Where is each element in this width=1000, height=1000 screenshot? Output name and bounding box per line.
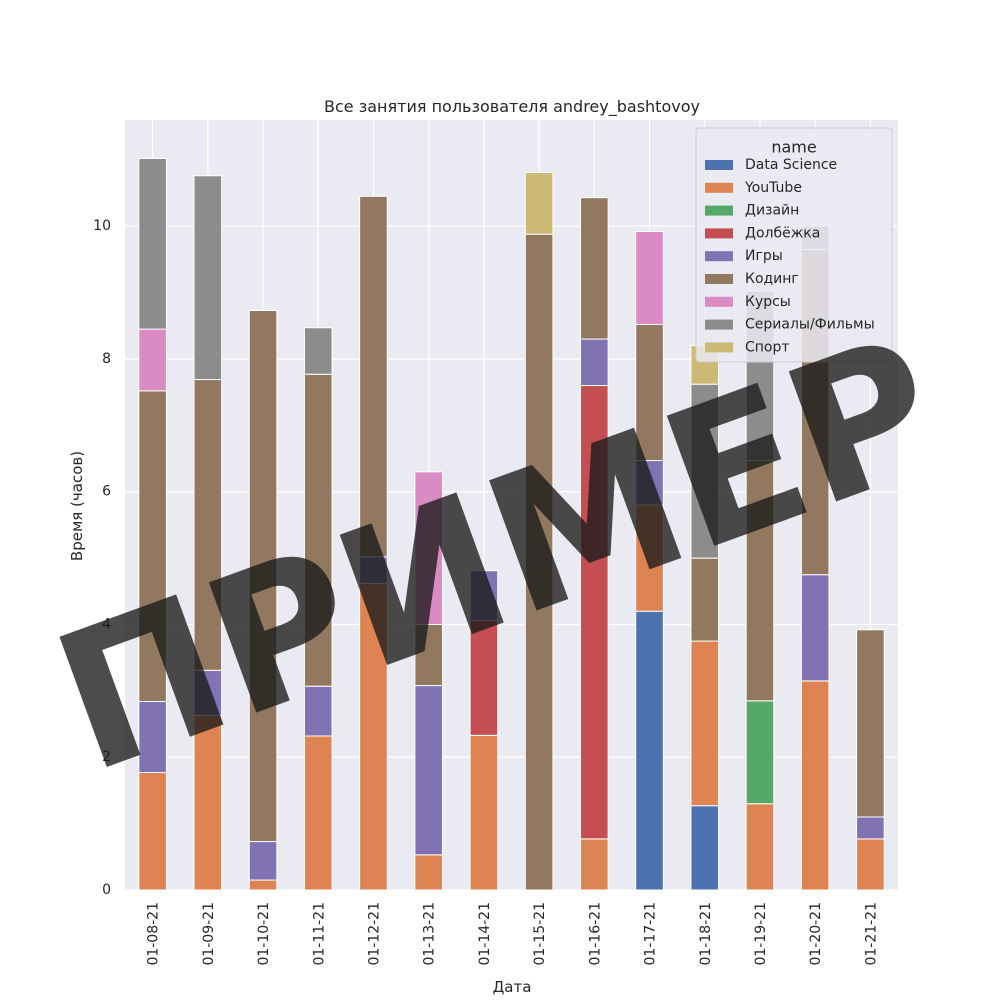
x-tick-label: 01-08-21 — [146, 902, 162, 966]
bar-segment — [193, 175, 223, 381]
bar-segment — [580, 838, 609, 891]
bar-segment — [745, 803, 775, 891]
bar-segment — [524, 233, 554, 891]
x-tick-label: 01-10-21 — [256, 902, 272, 966]
bar-segment — [138, 700, 167, 774]
bar-segment — [359, 195, 388, 558]
x-axis-label: Дата — [493, 978, 532, 996]
legend-label: Дизайн — [745, 203, 799, 219]
legend-swatch — [705, 319, 733, 330]
y-tick-label: 2 — [102, 749, 111, 765]
legend-title: name — [771, 138, 816, 157]
x-tick-label: 01-15-21 — [532, 902, 548, 966]
bar-segment — [193, 669, 223, 716]
x-tick-label: 01-21-21 — [863, 902, 879, 966]
x-tick-label: 01-11-21 — [311, 902, 327, 966]
bar-segment — [248, 310, 278, 843]
bar-segment — [856, 816, 885, 840]
bar-segment — [138, 390, 167, 702]
bar-segment — [359, 556, 388, 584]
y-tick-labels: 0 2 4 6 8 10 — [93, 218, 111, 898]
bar-segment — [635, 504, 664, 612]
bar-segment — [138, 328, 167, 392]
bar-segment — [469, 570, 499, 621]
bar-segment — [193, 714, 223, 891]
y-tick-label: 10 — [93, 218, 111, 234]
x-tick-label: 01-13-21 — [422, 902, 438, 966]
bars — [138, 158, 885, 891]
bar-segment — [303, 373, 333, 687]
legend-swatch — [705, 296, 733, 307]
bar-segment — [745, 700, 775, 805]
bar-segment — [414, 471, 443, 625]
legend-label: YouTube — [744, 180, 802, 196]
x-tick-label: 01-17-21 — [643, 902, 659, 966]
bar-segment — [690, 557, 720, 642]
bar-segment — [635, 610, 664, 891]
bar-segment — [580, 197, 609, 340]
legend-label: Игры — [745, 248, 783, 264]
x-tick-label: 01-18-21 — [698, 902, 714, 966]
bar-segment — [580, 338, 609, 387]
x-tick-label: 01-19-21 — [753, 902, 769, 966]
x-tick-label: 01-16-21 — [587, 902, 603, 966]
y-tick-label: 0 — [102, 882, 111, 898]
x-tick-labels: 01-08-21 01-09-21 01-10-21 01-11-21 01-12-21… — [146, 902, 880, 966]
legend-label: Data Science — [745, 157, 837, 173]
bar-segment — [580, 385, 609, 840]
y-tick-label: 4 — [102, 616, 111, 632]
bar-segment — [635, 231, 664, 325]
bar-segment — [138, 158, 167, 330]
bar-segment — [248, 879, 278, 891]
bar-segment — [800, 680, 830, 891]
legend-items: Data Science YouTube Дизайн Долбёжка Игры Код… — [705, 157, 875, 355]
y-axis-label: Время (часов) — [68, 451, 86, 561]
bar-segment — [856, 629, 885, 818]
bar-segment — [690, 640, 720, 807]
legend-swatch — [705, 251, 733, 262]
bar-segment — [690, 805, 720, 891]
legend-label: Долбёжка — [745, 225, 820, 241]
bar-segment — [138, 772, 167, 891]
y-tick-label: 8 — [102, 351, 111, 367]
legend-label: Кодинг — [745, 271, 799, 287]
bar-segment — [635, 323, 664, 462]
bar-segment — [469, 620, 499, 736]
bar-segment — [414, 854, 443, 891]
x-tick-label: 01-09-21 — [201, 902, 217, 966]
legend: name Data Science YouTube Дизайн Долбёжка Иг… — [695, 127, 893, 363]
legend-swatch — [705, 160, 733, 170]
legend-label: Спорт — [745, 339, 790, 355]
y-tick-label: 6 — [102, 484, 111, 500]
legend-box — [695, 127, 893, 363]
legend-swatch — [705, 274, 733, 284]
chart-title: Все занятия пользователя andrey_bashtovo… — [324, 97, 700, 117]
bar-segment — [303, 685, 333, 737]
legend-swatch — [705, 342, 733, 353]
bar-segment — [303, 735, 333, 891]
legend-swatch — [705, 182, 733, 193]
bar-segment — [303, 327, 333, 375]
legend-swatch — [705, 205, 733, 216]
x-tick-label: 01-20-21 — [808, 902, 824, 966]
bar-segment — [856, 838, 885, 891]
bar-segment — [635, 460, 664, 506]
bar-segment — [469, 734, 499, 891]
bar-segment — [414, 623, 443, 687]
legend-swatch — [705, 228, 733, 239]
bar-segment — [414, 685, 443, 856]
x-tick-label: 01-14-21 — [477, 902, 493, 966]
legend-label: Курсы — [745, 294, 791, 310]
bar-segment — [193, 379, 223, 671]
bar-segment — [800, 574, 830, 682]
bar-segment — [524, 171, 554, 235]
x-tick-label: 01-12-21 — [366, 902, 382, 966]
bar-segment — [248, 841, 278, 881]
legend-label: Сериалы/Фильмы — [745, 317, 875, 333]
